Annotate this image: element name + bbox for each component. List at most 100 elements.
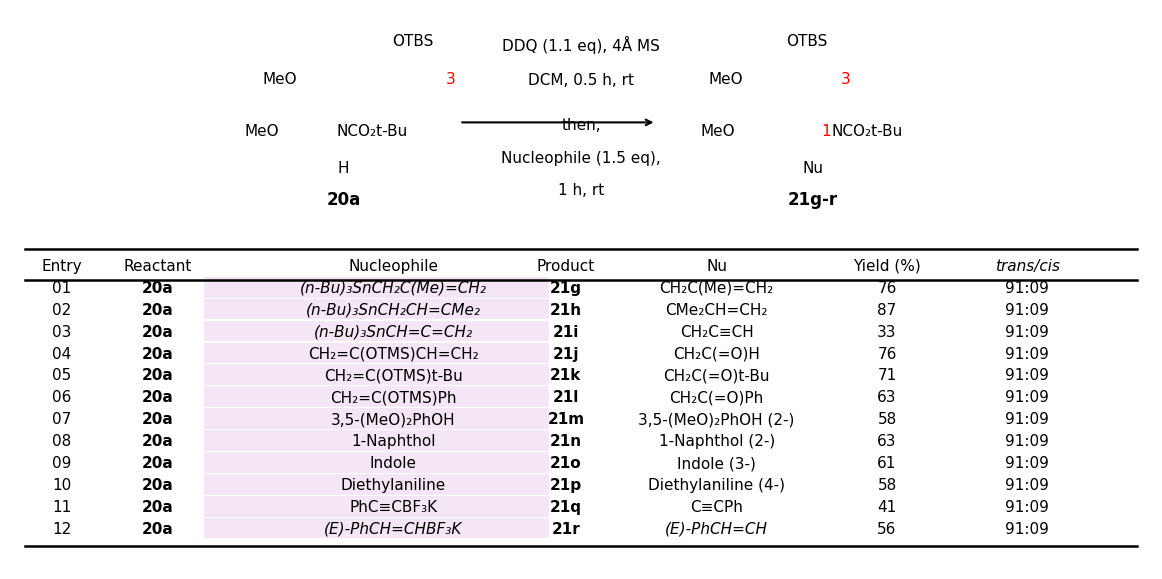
Text: Nucleophile: Nucleophile: [349, 259, 438, 274]
Text: 58: 58: [877, 412, 897, 427]
Text: 1: 1: [822, 123, 831, 138]
Text: PhC≡CBF₃K: PhC≡CBF₃K: [349, 500, 437, 515]
Text: CH₂C(Me)=CH₂: CH₂C(Me)=CH₂: [660, 281, 774, 296]
Text: 20a: 20a: [142, 325, 174, 340]
Text: 91:09: 91:09: [1005, 478, 1049, 493]
Text: Nucleophile (1.5 eq),: Nucleophile (1.5 eq),: [501, 151, 661, 166]
Text: 91:09: 91:09: [1005, 412, 1049, 427]
Text: OTBS: OTBS: [393, 34, 433, 49]
Text: 58: 58: [877, 478, 897, 493]
Text: 07: 07: [52, 412, 71, 427]
Text: 21o: 21o: [550, 456, 582, 471]
Text: 56: 56: [877, 522, 897, 537]
Text: Reactant: Reactant: [123, 259, 192, 274]
Text: 21k: 21k: [551, 368, 582, 383]
Text: MeO: MeO: [701, 123, 736, 138]
Text: 04: 04: [52, 347, 71, 361]
Text: 91:09: 91:09: [1005, 325, 1049, 340]
Text: (n-Bu)₃SnCH=C=CH₂: (n-Bu)₃SnCH=C=CH₂: [314, 325, 473, 340]
Text: 20a: 20a: [142, 478, 174, 493]
FancyBboxPatch shape: [205, 430, 548, 451]
Text: 71: 71: [877, 368, 897, 383]
Text: 11: 11: [52, 500, 71, 515]
Text: 21l: 21l: [553, 390, 579, 405]
Text: 20a: 20a: [142, 456, 174, 471]
Text: Product: Product: [537, 259, 595, 274]
Text: 91:09: 91:09: [1005, 281, 1049, 296]
Text: CH₂=C(OTMS)t-Bu: CH₂=C(OTMS)t-Bu: [324, 368, 462, 383]
Text: 3,5-(MeO)₂PhOH (2-): 3,5-(MeO)₂PhOH (2-): [638, 412, 795, 427]
Text: 20a: 20a: [142, 412, 174, 427]
Text: 41: 41: [877, 500, 897, 515]
FancyBboxPatch shape: [205, 299, 548, 320]
FancyBboxPatch shape: [205, 496, 548, 516]
Text: 61: 61: [877, 456, 897, 471]
Text: 20a: 20a: [142, 303, 174, 318]
Text: 21r: 21r: [552, 522, 580, 537]
Text: 1-Naphthol (2-): 1-Naphthol (2-): [659, 434, 775, 449]
Text: CH₂C(=O)H: CH₂C(=O)H: [673, 347, 760, 361]
Text: Indole: Indole: [370, 456, 417, 471]
Text: 01: 01: [52, 281, 71, 296]
Text: 63: 63: [877, 390, 897, 405]
FancyBboxPatch shape: [205, 277, 548, 298]
Text: 91:09: 91:09: [1005, 500, 1049, 515]
Text: 05: 05: [52, 368, 71, 383]
Text: 09: 09: [52, 456, 71, 471]
Text: trans/cis: trans/cis: [995, 259, 1060, 274]
Text: NCO₂t-Bu: NCO₂t-Bu: [832, 123, 903, 138]
FancyBboxPatch shape: [205, 452, 548, 472]
Text: 08: 08: [52, 434, 71, 449]
Text: CH₂=C(OTMS)Ph: CH₂=C(OTMS)Ph: [330, 390, 457, 405]
Text: 21j: 21j: [553, 347, 579, 361]
Text: C≡CPh: C≡CPh: [690, 500, 743, 515]
Text: Entry: Entry: [42, 259, 83, 274]
Text: 21m: 21m: [547, 412, 584, 427]
Text: CH₂C(=O)Ph: CH₂C(=O)Ph: [669, 390, 763, 405]
FancyBboxPatch shape: [205, 518, 548, 538]
Text: 76: 76: [877, 281, 897, 296]
FancyBboxPatch shape: [205, 343, 548, 363]
Text: OTBS: OTBS: [787, 34, 827, 49]
Text: 91:09: 91:09: [1005, 303, 1049, 318]
Text: CMe₂CH=CH₂: CMe₂CH=CH₂: [666, 303, 768, 318]
Text: 20a: 20a: [142, 522, 174, 537]
Text: 91:09: 91:09: [1005, 390, 1049, 405]
Text: 10: 10: [52, 478, 71, 493]
Text: 21h: 21h: [550, 303, 582, 318]
Text: 21p: 21p: [550, 478, 582, 493]
Text: (E)-PhCH=CH: (E)-PhCH=CH: [665, 522, 768, 537]
Text: MeO: MeO: [263, 72, 297, 87]
Text: CH₂=C(OTMS)CH=CH₂: CH₂=C(OTMS)CH=CH₂: [308, 347, 479, 361]
Text: H: H: [338, 161, 349, 176]
FancyBboxPatch shape: [205, 321, 548, 342]
Text: 1 h, rt: 1 h, rt: [558, 183, 604, 198]
Text: 1-Naphthol: 1-Naphthol: [351, 434, 436, 449]
Text: MeO: MeO: [245, 123, 280, 138]
Text: 06: 06: [52, 390, 71, 405]
Text: Diethylaniline: Diethylaniline: [340, 478, 446, 493]
Text: NCO₂t-Bu: NCO₂t-Bu: [337, 123, 408, 138]
Text: 20a: 20a: [142, 281, 174, 296]
Text: 91:09: 91:09: [1005, 368, 1049, 383]
Text: Nu: Nu: [706, 259, 727, 274]
Text: Indole (3-): Indole (3-): [677, 456, 756, 471]
Text: 21n: 21n: [550, 434, 582, 449]
FancyBboxPatch shape: [205, 474, 548, 494]
FancyBboxPatch shape: [205, 364, 548, 385]
Text: 91:09: 91:09: [1005, 347, 1049, 361]
Text: DDQ (1.1 eq), 4Å MS: DDQ (1.1 eq), 4Å MS: [502, 35, 660, 54]
Text: (E)-PhCH=CHBF₃K: (E)-PhCH=CHBF₃K: [324, 522, 462, 537]
Text: 21g: 21g: [550, 281, 582, 296]
Text: Nu: Nu: [802, 161, 824, 176]
Text: DCM, 0.5 h, rt: DCM, 0.5 h, rt: [528, 73, 634, 88]
Text: 3,5-(MeO)₂PhOH: 3,5-(MeO)₂PhOH: [331, 412, 456, 427]
Text: 63: 63: [877, 434, 897, 449]
Text: 91:09: 91:09: [1005, 434, 1049, 449]
Text: 21i: 21i: [553, 325, 579, 340]
Text: then,: then,: [561, 118, 601, 133]
Text: 3: 3: [446, 72, 456, 87]
Text: 33: 33: [877, 325, 897, 340]
Text: Yield (%): Yield (%): [853, 259, 921, 274]
Text: CH₂C≡CH: CH₂C≡CH: [680, 325, 753, 340]
